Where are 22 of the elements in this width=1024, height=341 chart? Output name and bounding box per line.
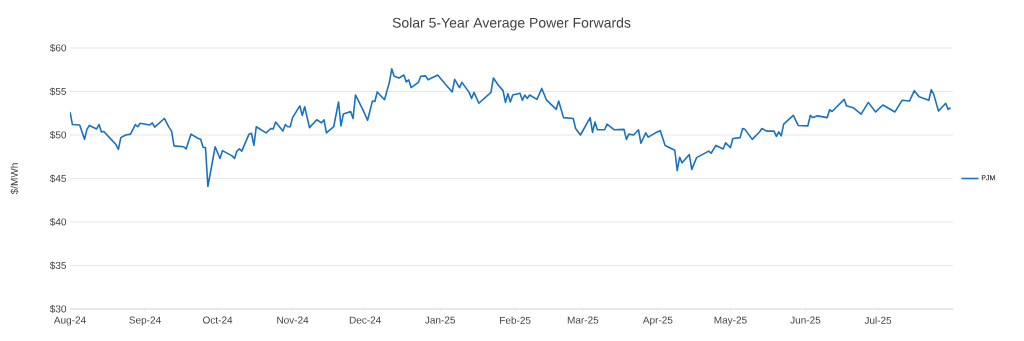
chart-title: Solar 5-Year Average Power Forwards xyxy=(392,17,631,31)
y-axis-title: $/MWh xyxy=(10,163,19,195)
x-tick-label: Oct-24 xyxy=(203,316,233,324)
x-tick-label: Apr-25 xyxy=(642,316,673,326)
x-tick-label: May-25 xyxy=(714,316,747,326)
x-tick-label: Aug-24 xyxy=(53,316,86,326)
x-tick-label: Mar-25 xyxy=(567,316,599,324)
x-tick-label: Dec-24 xyxy=(349,316,381,324)
x-tick-label: Jul-25 xyxy=(864,316,892,324)
y-tick-label: $30 xyxy=(49,304,67,314)
y-tick-label: $40 xyxy=(49,217,67,227)
x-tick-label: Sep-24 xyxy=(129,316,161,326)
x-tick-label: Jan-25 xyxy=(425,316,456,324)
y-tick-label: $60 xyxy=(49,43,67,53)
y-tick-label: $35 xyxy=(49,261,67,270)
x-tick-label: Jun-25 xyxy=(790,316,821,324)
x-tick-label: Nov-24 xyxy=(277,316,309,324)
x-tick-label: Feb-25 xyxy=(500,316,531,324)
y-tick-label: $55 xyxy=(49,87,67,96)
y-tick-label: $50 xyxy=(49,130,67,140)
y-tick-label: $45 xyxy=(49,174,67,183)
line-series xyxy=(70,68,952,188)
